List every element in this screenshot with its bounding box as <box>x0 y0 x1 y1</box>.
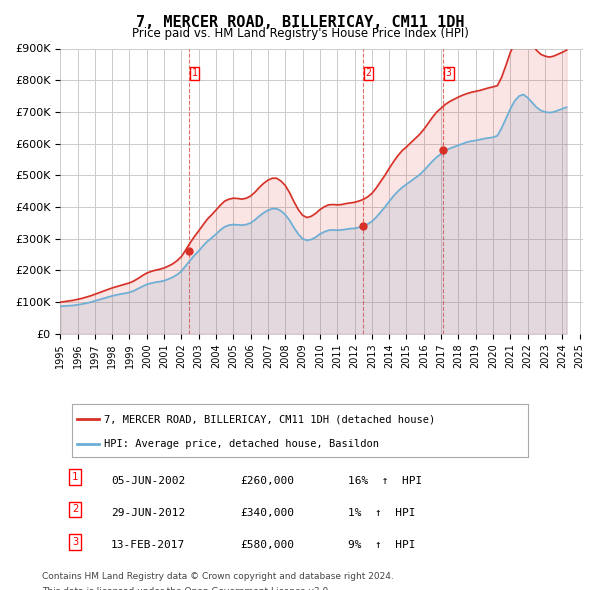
Text: Contains HM Land Registry data © Crown copyright and database right 2024.: Contains HM Land Registry data © Crown c… <box>42 572 394 581</box>
Text: 05-JUN-2002: 05-JUN-2002 <box>111 476 185 486</box>
Text: 2: 2 <box>365 68 371 78</box>
Text: 1: 1 <box>72 472 78 482</box>
Text: £340,000: £340,000 <box>240 508 294 518</box>
Text: 1%  ↑  HPI: 1% ↑ HPI <box>348 508 415 518</box>
Text: HPI: Average price, detached house, Basildon: HPI: Average price, detached house, Basi… <box>104 439 379 449</box>
Text: 3: 3 <box>72 537 78 547</box>
Text: 7, MERCER ROAD, BILLERICAY, CM11 1DH: 7, MERCER ROAD, BILLERICAY, CM11 1DH <box>136 15 464 30</box>
Text: 16%  ↑  HPI: 16% ↑ HPI <box>348 476 422 486</box>
Text: Price paid vs. HM Land Registry's House Price Index (HPI): Price paid vs. HM Land Registry's House … <box>131 27 469 40</box>
Text: £260,000: £260,000 <box>240 476 294 486</box>
Text: 9%  ↑  HPI: 9% ↑ HPI <box>348 540 415 550</box>
Text: 1: 1 <box>191 68 197 78</box>
Text: 2: 2 <box>72 504 78 514</box>
Text: £580,000: £580,000 <box>240 540 294 550</box>
Text: 13-FEB-2017: 13-FEB-2017 <box>111 540 185 550</box>
Text: 29-JUN-2012: 29-JUN-2012 <box>111 508 185 518</box>
Text: 7, MERCER ROAD, BILLERICAY, CM11 1DH (detached house): 7, MERCER ROAD, BILLERICAY, CM11 1DH (de… <box>104 414 435 424</box>
Text: 3: 3 <box>446 68 452 78</box>
Text: This data is licensed under the Open Government Licence v3.0.: This data is licensed under the Open Gov… <box>42 587 331 590</box>
